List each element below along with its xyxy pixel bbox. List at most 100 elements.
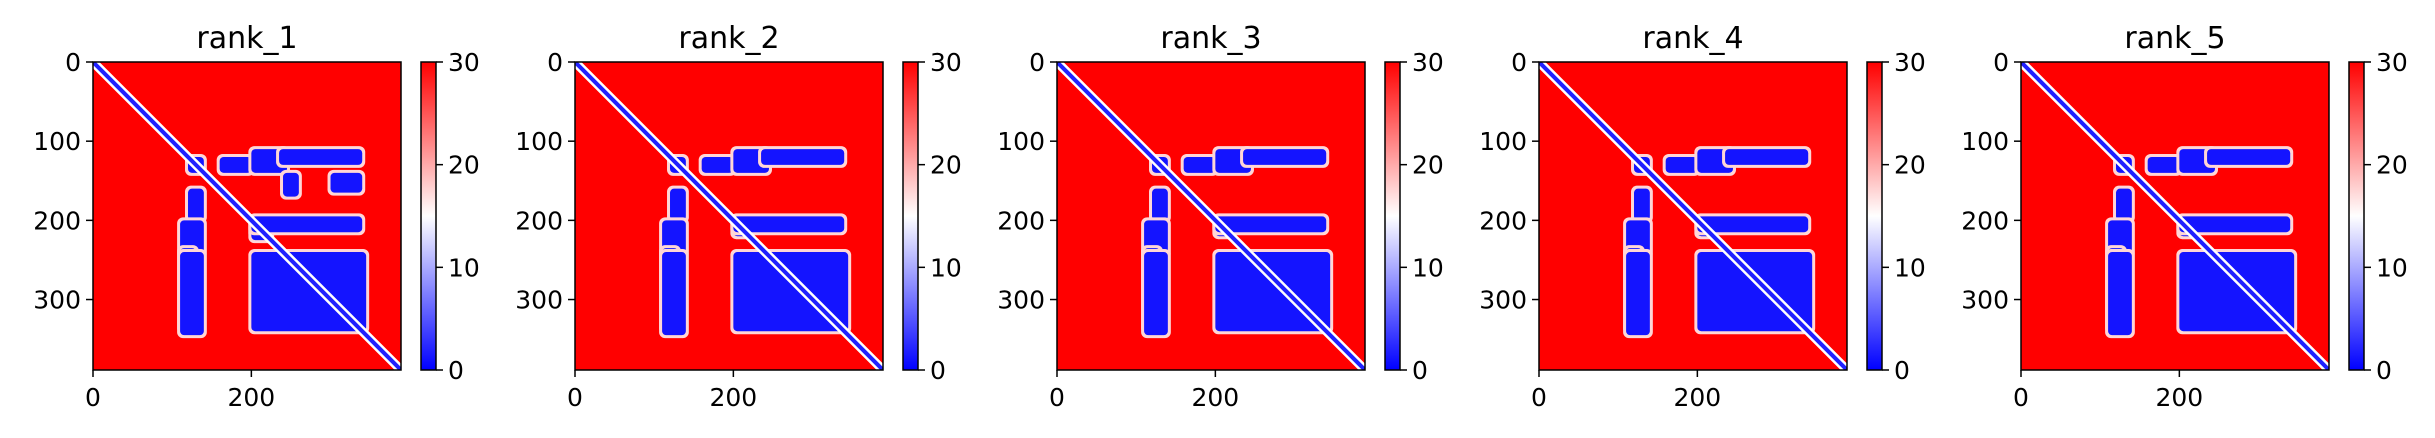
heatmap-panel-3: rank_3 0 100 200 300 0 200 0 10 20 30 <box>997 21 1444 412</box>
colorbar-tick-label: 10 <box>448 253 480 282</box>
heatmap-block <box>761 149 845 165</box>
colorbar-tick-label: 30 <box>448 48 480 77</box>
panel-title: rank_1 <box>196 21 297 56</box>
colorbar-tick-label: 0 <box>448 356 464 385</box>
y-tick-label: 0 <box>1029 48 1045 77</box>
colorbar-tick-label: 0 <box>2376 356 2392 385</box>
heatmap-diagonal <box>2021 62 2329 370</box>
colorbar <box>902 61 919 371</box>
heatmap-block <box>1144 252 1168 336</box>
colorbar-tick-label: 20 <box>930 151 962 180</box>
y-tick-label: 200 <box>33 206 81 235</box>
heatmap-block <box>251 216 363 233</box>
heatmap-block <box>2116 188 2132 221</box>
heatmap-panel-5: rank_5 0 100 200 300 0 200 0 10 20 30 <box>1961 21 2408 412</box>
colorbar-tick-label: 10 <box>930 253 962 282</box>
x-tick-label: 0 <box>1531 383 1547 412</box>
colorbar <box>1384 61 1401 371</box>
y-tick-label: 300 <box>997 286 1045 315</box>
heatmap-block <box>1183 157 1216 173</box>
panel-title: rank_5 <box>2124 21 2225 56</box>
heatmap-block <box>1665 157 1698 173</box>
axes-frame <box>92 61 402 371</box>
y-tick-label: 300 <box>1479 286 1527 315</box>
heatmap-block <box>188 188 204 221</box>
heatmap-block <box>1243 149 1327 165</box>
heatmap-block <box>670 188 686 221</box>
colorbar-tick-label: 20 <box>1412 151 1444 180</box>
y-tick-label: 200 <box>997 206 1045 235</box>
x-tick-label: 0 <box>85 383 101 412</box>
colorbar-tick-label: 30 <box>930 48 962 77</box>
x-tick-label: 0 <box>2013 383 2029 412</box>
colorbar <box>420 61 437 371</box>
colorbar-tick-label: 20 <box>448 151 480 180</box>
colorbar-tick-label: 10 <box>1412 253 1444 282</box>
x-tick-label: 200 <box>709 383 757 412</box>
heatmap-block <box>279 149 363 165</box>
heatmap-panel-1: rank_1 0 100 200 300 0 200 0 10 20 30 <box>33 21 480 412</box>
colorbar <box>2348 61 2365 371</box>
heatmap-block <box>2108 252 2132 336</box>
heatmap-block <box>701 157 734 173</box>
y-tick-label: 300 <box>33 286 81 315</box>
heatmap-diagonal <box>1057 62 1365 370</box>
heatmap-block <box>733 216 845 233</box>
heatmap-panel-4: rank_4 0 100 200 300 0 200 0 10 20 30 <box>1479 21 1926 412</box>
axes-frame <box>1056 61 1366 371</box>
panel-title: rank_4 <box>1642 21 1743 56</box>
y-tick-label: 100 <box>515 127 563 156</box>
y-tick-label: 0 <box>65 48 81 77</box>
x-tick-label: 200 <box>1673 383 1721 412</box>
heatmap-diagonal <box>1539 62 1847 370</box>
colorbar-tick-label: 0 <box>1412 356 1428 385</box>
x-tick-label: 200 <box>227 383 275 412</box>
heatmap-block <box>2147 157 2180 173</box>
y-tick-label: 200 <box>515 206 563 235</box>
y-tick-label: 100 <box>1479 127 1527 156</box>
y-tick-label: 0 <box>547 48 563 77</box>
axes-frame <box>1538 61 1848 371</box>
x-tick-label: 0 <box>1049 383 1065 412</box>
y-tick-label: 0 <box>1993 48 2009 77</box>
heatmap-block <box>1215 216 1327 233</box>
heatmap-block <box>283 172 299 197</box>
heatmap-block <box>1725 149 1809 165</box>
colorbar-tick-label: 20 <box>2376 151 2408 180</box>
colorbar-tick-label: 10 <box>2376 253 2408 282</box>
heatmap-block <box>1634 188 1650 221</box>
y-tick-label: 200 <box>1961 206 2009 235</box>
y-tick-label: 100 <box>33 127 81 156</box>
heatmap-block <box>330 172 363 193</box>
heatmap-block <box>219 157 252 173</box>
colorbar <box>1866 61 1883 371</box>
colorbar-tick-label: 30 <box>1412 48 1444 77</box>
colorbar-tick-label: 0 <box>930 356 946 385</box>
heatmap-block <box>1152 188 1168 221</box>
x-tick-label: 0 <box>567 383 583 412</box>
colorbar-tick-label: 20 <box>1894 151 1926 180</box>
heatmap-block <box>1697 216 1809 233</box>
y-tick-label: 300 <box>1961 286 2009 315</box>
heatmap-block <box>180 252 204 336</box>
colorbar-tick-label: 30 <box>2376 48 2408 77</box>
colorbar-tick-label: 30 <box>1894 48 1926 77</box>
y-tick-label: 100 <box>1961 127 2009 156</box>
y-tick-label: 200 <box>1479 206 1527 235</box>
y-tick-label: 0 <box>1511 48 1527 77</box>
colorbar-tick-label: 10 <box>1894 253 1926 282</box>
colorbar-tick-label: 0 <box>1894 356 1910 385</box>
heatmap-block <box>2207 149 2291 165</box>
panel-title: rank_2 <box>678 21 779 56</box>
y-tick-label: 100 <box>997 127 1045 156</box>
heatmap-block <box>662 252 686 336</box>
heatmap-diagonal <box>575 62 883 370</box>
heatmap-panel-2: rank_2 0 100 200 300 0 200 0 10 20 30 <box>515 21 962 412</box>
panel-title: rank_3 <box>1160 21 1261 56</box>
axes-frame <box>574 61 884 371</box>
heatmap-block <box>1626 252 1650 336</box>
heatmap-diagonal <box>93 62 401 370</box>
x-tick-label: 200 <box>1191 383 1239 412</box>
y-tick-label: 300 <box>515 286 563 315</box>
